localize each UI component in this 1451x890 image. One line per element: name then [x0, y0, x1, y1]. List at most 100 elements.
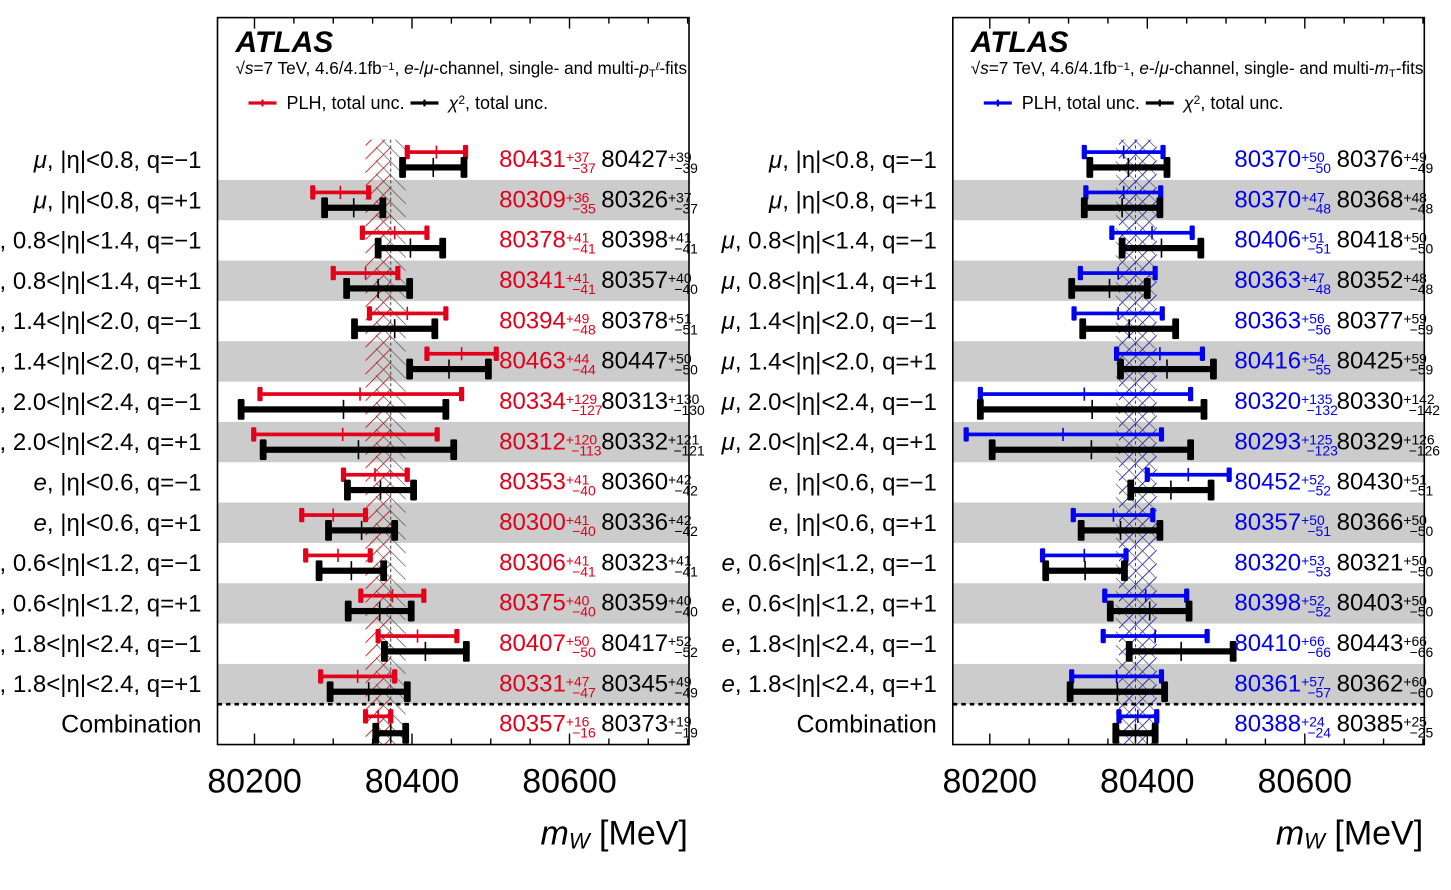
svg-text:80427+39−39: 80427+39 −39	[601, 146, 698, 176]
svg-text:80370+47−48: 80370+47 −48	[1234, 186, 1331, 216]
svg-text:80363+47−48: 80363+47 −48	[1234, 267, 1331, 297]
svg-text:e, 1.8<|η|<2.4, q=+1: e, 1.8<|η|<2.4, q=+1	[721, 671, 936, 698]
svg-text:80377+59−59: 80377+59 −59	[1337, 307, 1434, 337]
svg-text:80331+47−47: 80331+47 −47	[499, 670, 596, 700]
svg-text:80418+50−50: 80418+50 −50	[1337, 227, 1434, 257]
svg-text:μ, |η|<0.8, q=+1: μ, |η|<0.8, q=+1	[768, 187, 937, 214]
svg-text:μ, |η|<0.8, q=−1: μ, |η|<0.8, q=−1	[33, 147, 202, 174]
svg-text:μ, |η|<0.8, q=+1: μ, |η|<0.8, q=+1	[33, 187, 202, 214]
svg-text:80385+25−25: 80385+25 −25	[1337, 711, 1434, 741]
svg-text:μ, 1.4<|η|<2.0, q=−1: μ, 1.4<|η|<2.0, q=−1	[0, 308, 202, 335]
svg-text:80329+126−126: 80329+126 −126	[1337, 428, 1441, 458]
svg-text:Combination: Combination	[796, 710, 936, 738]
svg-text:80353+41−40: 80353+41 −40	[499, 469, 596, 499]
svg-text:80357+50−51: 80357+50 −51	[1234, 509, 1331, 539]
svg-text:Combination: Combination	[61, 710, 201, 738]
svg-text:e, 0.6<|η|<1.2, q=−1: e, 0.6<|η|<1.2, q=−1	[0, 550, 202, 577]
svg-text:80321+50−50: 80321+50 −50	[1337, 549, 1434, 579]
svg-text:μ, 2.0<|η|<2.4, q=−1: μ, 2.0<|η|<2.4, q=−1	[721, 389, 937, 416]
svg-text:μ, 0.8<|η|<1.4, q=−1: μ, 0.8<|η|<1.4, q=−1	[0, 228, 202, 255]
svg-text:80425+59−59: 80425+59 −59	[1337, 348, 1434, 378]
svg-text:80430+51−51: 80430+51 −51	[1337, 469, 1434, 499]
svg-text:mW [MeV]: mW [MeV]	[541, 815, 688, 854]
svg-text:80463+44−44: 80463+44 −44	[499, 348, 596, 378]
svg-text:80600: 80600	[522, 763, 617, 801]
svg-text:80431+37−37: 80431+37 −37	[499, 146, 596, 176]
svg-text:μ, 1.4<|η|<2.0, q=+1: μ, 1.4<|η|<2.0, q=+1	[721, 349, 937, 376]
svg-text:80345+49−49: 80345+49 −49	[601, 670, 698, 700]
svg-text:80375+40−40: 80375+40 −40	[499, 590, 596, 620]
svg-text:80370+50−50: 80370+50 −50	[1234, 146, 1331, 176]
svg-text:μ, 1.4<|η|<2.0, q=−1: μ, 1.4<|η|<2.0, q=−1	[721, 308, 937, 335]
svg-text:μ, 2.0<|η|<2.4, q=+1: μ, 2.0<|η|<2.4, q=+1	[0, 429, 202, 456]
svg-text:√s=7 TeV, 4.6/4.1fb−1, e-/μ-ch: √s=7 TeV, 4.6/4.1fb−1, e-/μ-channel, sin…	[236, 58, 688, 80]
svg-text:μ, 2.0<|η|<2.4, q=−1: μ, 2.0<|η|<2.4, q=−1	[0, 389, 202, 416]
svg-text:μ, 2.0<|η|<2.4, q=+1: μ, 2.0<|η|<2.4, q=+1	[721, 429, 937, 456]
svg-text:80336+42−42: 80336+42 −42	[601, 509, 698, 539]
svg-text:80320+53−53: 80320+53 −53	[1234, 549, 1331, 579]
svg-text:80447+50−50: 80447+50 −50	[601, 348, 698, 378]
svg-text:e, |η|<0.6, q=−1: e, |η|<0.6, q=−1	[769, 470, 937, 497]
svg-text:μ, 1.4<|η|<2.0, q=+1: μ, 1.4<|η|<2.0, q=+1	[0, 349, 202, 376]
svg-text:ATLAS: ATLAS	[235, 26, 334, 59]
svg-text:e, 1.8<|η|<2.4, q=−1: e, 1.8<|η|<2.4, q=−1	[0, 631, 202, 658]
svg-text:e, 1.8<|η|<2.4, q=−1: e, 1.8<|η|<2.4, q=−1	[721, 631, 936, 658]
svg-text:80309+36−35: 80309+36 −35	[499, 186, 596, 216]
svg-text:mW [MeV]: mW [MeV]	[1276, 815, 1423, 854]
svg-text:80330+142−142: 80330+142 −142	[1337, 388, 1441, 418]
svg-text:80313+130−130: 80313+130 −130	[601, 388, 705, 418]
svg-text:80332+121−121: 80332+121 −121	[601, 428, 705, 458]
svg-text:80366+50−50: 80366+50 −50	[1337, 509, 1434, 539]
svg-text:80417+52−52: 80417+52 −52	[601, 630, 698, 660]
svg-text:80334+129−127: 80334+129 −127	[499, 388, 603, 418]
svg-text:80600: 80600	[1258, 763, 1353, 801]
svg-text:80326+37−37: 80326+37 −37	[601, 186, 698, 216]
svg-text:μ, 0.8<|η|<1.4, q=−1: μ, 0.8<|η|<1.4, q=−1	[721, 228, 937, 255]
svg-text:80323+41−41: 80323+41 −41	[601, 549, 698, 579]
svg-text:80368+48−48: 80368+48 −48	[1337, 186, 1434, 216]
svg-text:80320+135−132: 80320+135 −132	[1234, 388, 1338, 418]
svg-text:80452+52−52: 80452+52 −52	[1234, 469, 1331, 499]
svg-text:80352+48−48: 80352+48 −48	[1337, 267, 1434, 297]
svg-text:80406+51−51: 80406+51 −51	[1234, 227, 1331, 257]
svg-text:80400: 80400	[1100, 763, 1195, 801]
svg-text:80361+57−57: 80361+57 −57	[1234, 670, 1331, 700]
svg-text:μ, 0.8<|η|<1.4, q=+1: μ, 0.8<|η|<1.4, q=+1	[721, 268, 937, 295]
svg-text:80443+66−66: 80443+66 −66	[1337, 630, 1434, 660]
svg-text:80407+50−50: 80407+50 −50	[499, 630, 596, 660]
svg-text:e, 0.6<|η|<1.2, q=+1: e, 0.6<|η|<1.2, q=+1	[0, 591, 202, 618]
svg-text:80410+66−66: 80410+66 −66	[1234, 630, 1331, 660]
svg-text:80373+19−19: 80373+19 −19	[601, 711, 698, 741]
svg-text:e, 0.6<|η|<1.2, q=−1: e, 0.6<|η|<1.2, q=−1	[721, 550, 936, 577]
svg-text:μ, |η|<0.8, q=−1: μ, |η|<0.8, q=−1	[768, 147, 937, 174]
svg-text:80306+41−41: 80306+41 −41	[499, 549, 596, 579]
svg-text:e, 1.8<|η|<2.4, q=+1: e, 1.8<|η|<2.4, q=+1	[0, 671, 202, 698]
svg-text:80398+41−41: 80398+41 −41	[601, 227, 698, 257]
svg-text:PLH, total unc.: PLH, total unc.	[287, 93, 405, 113]
svg-text:√s=7 TeV, 4.6/4.1fb−1, e-/μ-ch: √s=7 TeV, 4.6/4.1fb−1, e-/μ-channel, sin…	[971, 58, 1424, 80]
svg-text:80403+50−50: 80403+50 −50	[1337, 590, 1434, 620]
svg-text:80394+49−48: 80394+49 −48	[499, 307, 596, 337]
svg-text:80312+120−113: 80312+120 −113	[499, 428, 602, 458]
svg-text:e, 0.6<|η|<1.2, q=+1: e, 0.6<|η|<1.2, q=+1	[721, 591, 936, 618]
svg-text:80360+42−42: 80360+42 −42	[601, 469, 698, 499]
svg-text:80300+41−40: 80300+41 −40	[499, 509, 596, 539]
svg-text:80376+49−49: 80376+49 −49	[1337, 146, 1434, 176]
svg-text:80388+24−24: 80388+24 −24	[1234, 711, 1331, 741]
svg-text:80363+56−56: 80363+56 −56	[1234, 307, 1331, 337]
svg-text:80341+41−41: 80341+41 −41	[499, 267, 596, 297]
svg-text:80398+52−52: 80398+52 −52	[1234, 590, 1331, 620]
svg-text:μ, 0.8<|η|<1.4, q=+1: μ, 0.8<|η|<1.4, q=+1	[0, 268, 202, 295]
svg-text:80357+16−16: 80357+16 −16	[499, 711, 596, 741]
svg-text:80357+40−40: 80357+40 −40	[601, 267, 698, 297]
svg-text:80359+40−40: 80359+40 −40	[601, 590, 698, 620]
svg-text:e, |η|<0.6, q=+1: e, |η|<0.6, q=+1	[34, 510, 202, 537]
svg-text:ATLAS: ATLAS	[970, 26, 1069, 59]
svg-text:e, |η|<0.6, q=+1: e, |η|<0.6, q=+1	[769, 510, 937, 537]
svg-text:80200: 80200	[943, 763, 1038, 801]
svg-text:80416+54−55: 80416+54 −55	[1234, 348, 1331, 378]
svg-text:80362+60−60: 80362+60 −60	[1337, 670, 1434, 700]
svg-text:80293+125−123: 80293+125 −123	[1234, 428, 1338, 458]
svg-text:PLH, total unc.: PLH, total unc.	[1022, 93, 1140, 113]
svg-text:80400: 80400	[365, 763, 460, 801]
